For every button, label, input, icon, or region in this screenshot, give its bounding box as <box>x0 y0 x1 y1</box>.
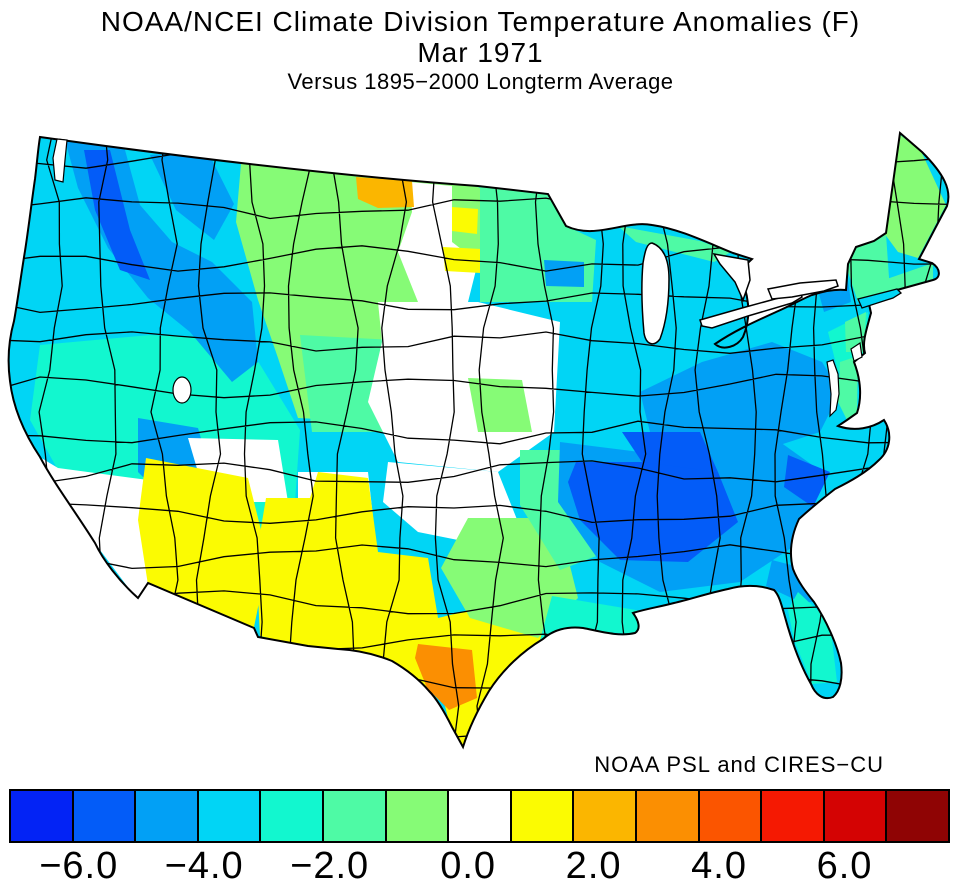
lake-michigan-shape <box>641 242 670 345</box>
region-maine-green <box>884 134 946 258</box>
credit-text: NOAA PSL and CIRES−CU <box>594 752 884 777</box>
colorbar-tick-label: 6.0 <box>816 845 873 879</box>
colorbar-segment-9 <box>574 791 637 841</box>
colorbar-segment-2 <box>136 791 199 841</box>
region-deep-south-dark-core <box>568 462 738 562</box>
region-tennessee-dark <box>622 432 718 472</box>
colorbar-tick-label: −6.0 <box>39 845 119 879</box>
region-newmexico-wtexas-yellow <box>256 472 458 688</box>
lake-ontario-shape <box>766 279 839 300</box>
region-socal-white <box>38 456 158 598</box>
region-se-minnesota-blue-spot <box>544 260 584 287</box>
colorbar-segment-8 <box>511 791 575 841</box>
great-salt-lake-shape <box>172 376 192 404</box>
colorbar-segment-6 <box>386 791 450 841</box>
region-dakotas-white <box>398 182 478 302</box>
region-plains-white <box>368 302 560 472</box>
figure-date: Mar 1971 <box>417 37 544 68</box>
figure-title: NOAA/NCEI Climate Division Temperature A… <box>100 6 861 37</box>
colorbar-segment-4 <box>261 791 324 841</box>
colorbar <box>9 789 950 843</box>
colorbar-segment-5 <box>323 791 387 841</box>
colorbar-segment-11 <box>699 791 763 841</box>
colorbar-tick-label: 4.0 <box>691 845 747 879</box>
lake-erie-shape <box>699 288 803 329</box>
puget-sound-shape <box>52 138 68 183</box>
colorbar-tick-labels: −6.0 −4.0 −2.0 0.0 2.0 4.0 6.0 <box>0 845 961 879</box>
colorbar-segment-13 <box>824 791 888 841</box>
us-outline <box>7 131 950 750</box>
colorbar-tick-label: 2.0 <box>565 845 622 879</box>
colorbar-segment-12 <box>762 791 825 841</box>
figure-subtitle: Versus 1895−2000 Longterm Average <box>287 69 674 94</box>
division-borders-mesh <box>8 133 949 747</box>
region-delmarva-mint <box>838 356 858 420</box>
region-newjersey-mint <box>845 312 866 352</box>
delaware-bay-shape <box>850 341 863 362</box>
colorbar-segment-1 <box>73 791 137 841</box>
colorbar-segment-14 <box>887 791 948 841</box>
chesapeake-bay-shape <box>826 359 840 418</box>
region-central-texas-green <box>441 518 578 638</box>
region-e-northdakota-yellow <box>452 207 478 234</box>
long-island-shape <box>857 288 903 309</box>
colorbar-tick-label: −4.0 <box>164 845 244 879</box>
map-fill-layer <box>8 133 949 747</box>
region-nw-northdakota-orange <box>356 177 414 208</box>
colorbar-segment-10 <box>636 791 700 841</box>
colorbar-segment-3 <box>198 791 262 841</box>
colorbar-segment-7 <box>449 791 512 841</box>
colorbar-segment-0 <box>11 791 74 841</box>
region-upper-michigan-mint <box>618 226 731 262</box>
lake-huron-shape <box>712 252 751 303</box>
colorbar-tick-label: −2.0 <box>290 845 370 879</box>
region-e-kansas-green <box>468 378 532 432</box>
region-sc-coast-dark <box>784 455 830 507</box>
region-cascades-core <box>84 150 150 280</box>
region-ohio-valley-blue <box>640 342 840 452</box>
colorbar-tick-label: 0.0 <box>440 845 497 879</box>
region-big-bend-orange <box>415 644 477 710</box>
